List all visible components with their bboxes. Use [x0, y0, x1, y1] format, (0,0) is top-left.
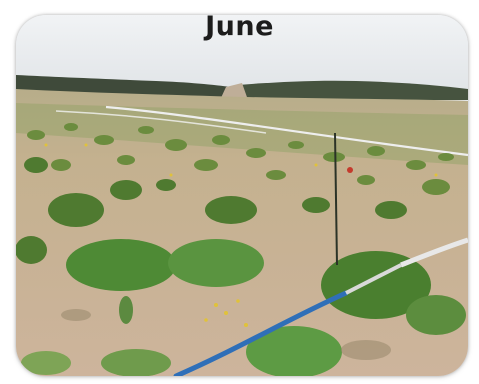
far-hill-right [238, 80, 468, 100]
photo-frame [16, 15, 468, 376]
metal-stake [334, 132, 338, 266]
white-pipe-right [400, 237, 468, 268]
dry-brush [61, 309, 391, 360]
vegetation-band [16, 103, 468, 165]
foreground-shrubs [21, 239, 466, 376]
distant-shrubs [27, 123, 454, 195]
yellow-flowers [44, 143, 438, 327]
blue-pipe [173, 290, 349, 376]
white-pipe-far [105, 105, 468, 157]
field-photo [16, 15, 468, 376]
mid-shrubs [16, 157, 407, 264]
white-pipe-near [55, 110, 267, 134]
red-flower [347, 167, 353, 173]
pipe-joint [345, 263, 402, 295]
hill-gap [220, 83, 248, 100]
month-caption: June [205, 11, 274, 42]
